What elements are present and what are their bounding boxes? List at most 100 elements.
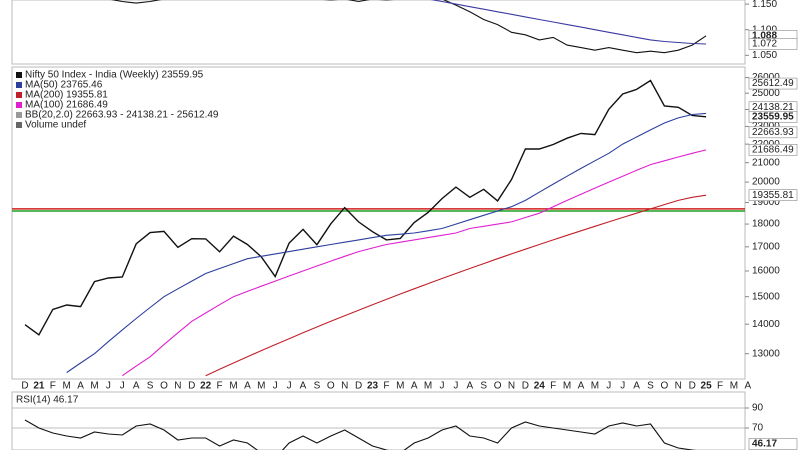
x-tick-label: F <box>383 381 389 392</box>
x-tick-label: 21 <box>33 381 45 392</box>
y-tick-label: 20000 <box>752 177 780 188</box>
x-tick-label: J <box>606 381 611 392</box>
panel-title: RSI(14) 46.17 <box>16 395 79 406</box>
x-tick-label: M <box>229 381 237 392</box>
y-tick-label: 18000 <box>752 219 780 230</box>
value-tag-label: 21686.49 <box>752 144 794 155</box>
price-line <box>24 79 707 336</box>
x-tick-label: A <box>77 381 84 392</box>
x-tick-label: J <box>273 381 278 392</box>
y-tick-label: 25000 <box>752 88 780 99</box>
value-tag <box>748 126 798 139</box>
value-tag-label: 1.072 <box>752 39 777 50</box>
plot-area <box>110 0 707 54</box>
x-tick-label: F <box>217 381 223 392</box>
series-line <box>205 194 707 377</box>
value-tag-label: 1.088 <box>752 30 777 41</box>
x-tick-label: M <box>730 381 738 392</box>
x-tick-label: A <box>244 381 251 392</box>
legend-label: MA(200) 19355.81 <box>25 90 108 101</box>
legend-label: Volume undef <box>25 120 86 131</box>
value-tag-label: 24138.21 <box>752 102 794 113</box>
legend-swatch <box>16 92 22 98</box>
x-tick-label: O <box>661 381 669 392</box>
value-tag-label: 22663.93 <box>752 127 794 138</box>
price-panel <box>11 66 746 380</box>
x-tick-label: N <box>174 381 181 392</box>
x-tick-label: J <box>620 381 625 392</box>
legend-swatch <box>16 72 22 78</box>
x-tick-label: A <box>300 381 307 392</box>
series-line <box>430 0 707 45</box>
x-tick-label: A <box>744 381 751 392</box>
x-tick-label: A <box>411 381 418 392</box>
y-tick-label: 13000 <box>752 348 780 359</box>
x-tick-label: N <box>508 381 515 392</box>
x-tick-label: A <box>633 381 640 392</box>
x-tick-label: D <box>355 381 362 392</box>
x-tick-label: M <box>396 381 404 392</box>
legend-label: MA(100) 21686.49 <box>25 100 108 111</box>
y-tick-label: 1.150 <box>752 0 777 10</box>
x-tick-label: D <box>21 381 28 392</box>
series-line <box>121 149 707 377</box>
plot-area <box>12 407 745 450</box>
y-tick-label: 19000 <box>752 197 780 208</box>
y-tick-label: 90 <box>752 403 764 414</box>
y-tick-label: 21000 <box>752 157 780 168</box>
x-tick-label: M <box>90 381 98 392</box>
x-tick-label: 22 <box>200 381 212 392</box>
value-tag-label: 19355.81 <box>752 190 794 201</box>
x-tick-label: O <box>494 381 502 392</box>
value-tag-label: 23559.95 <box>752 111 794 122</box>
value-tag-label: 46.17 <box>752 439 777 450</box>
x-tick-label: J <box>440 381 445 392</box>
legend-label: BB(20,2.0) 22663.93 - 24138.21 - 25612.4… <box>25 110 219 121</box>
x-tick-label: D <box>689 381 696 392</box>
x-tick-label: F <box>550 381 556 392</box>
x-tick-label: A <box>578 381 585 392</box>
y-tick-label: 1.100 <box>752 24 777 35</box>
plot-area <box>12 79 745 377</box>
x-tick-label: M <box>424 381 432 392</box>
x-tick-label: J <box>106 381 111 392</box>
x-tick-label: A <box>133 381 140 392</box>
legend-swatch <box>16 122 22 128</box>
x-tick-label: J <box>120 381 125 392</box>
x-tick-label: J <box>287 381 292 392</box>
x-tick-label: M <box>591 381 599 392</box>
y-tick-label: 14000 <box>752 319 780 330</box>
value-tag-label: 25612.49 <box>752 78 794 89</box>
x-tick-label: S <box>647 381 654 392</box>
y-tick-label: 15000 <box>752 291 780 302</box>
series-line <box>24 419 697 450</box>
x-tick-label: M <box>257 381 265 392</box>
x-tick-label: M <box>63 381 71 392</box>
series-line <box>110 0 707 54</box>
x-tick-label: D <box>522 381 529 392</box>
legend-swatch <box>16 82 22 88</box>
x-tick-label: S <box>314 381 321 392</box>
x-tick-label: A <box>466 381 473 392</box>
x-tick-label: F <box>717 381 723 392</box>
x-tick-label: S <box>480 381 487 392</box>
x-tick-label: 24 <box>534 381 546 392</box>
x-tick-label: 25 <box>701 381 713 392</box>
y-tick-label: 17000 <box>752 241 780 252</box>
x-tick-label: N <box>675 381 682 392</box>
legend-label: Nifty 50 Index - India (Weekly) 23559.95 <box>25 70 204 81</box>
x-tick-label: M <box>563 381 571 392</box>
y-tick-label: 16000 <box>752 266 780 277</box>
rsi-panel <box>11 391 746 450</box>
x-tick-label: O <box>327 381 335 392</box>
x-tick-label: O <box>160 381 168 392</box>
value-tag <box>748 110 798 123</box>
value-tag <box>748 38 798 50</box>
x-tick-label: F <box>50 381 56 392</box>
legend-swatch <box>16 112 22 118</box>
y-tick-label: 1.050 <box>752 50 777 61</box>
series-line <box>66 112 707 373</box>
legend-label: MA(50) 23765.46 <box>25 80 103 91</box>
x-tick-label: S <box>147 381 154 392</box>
